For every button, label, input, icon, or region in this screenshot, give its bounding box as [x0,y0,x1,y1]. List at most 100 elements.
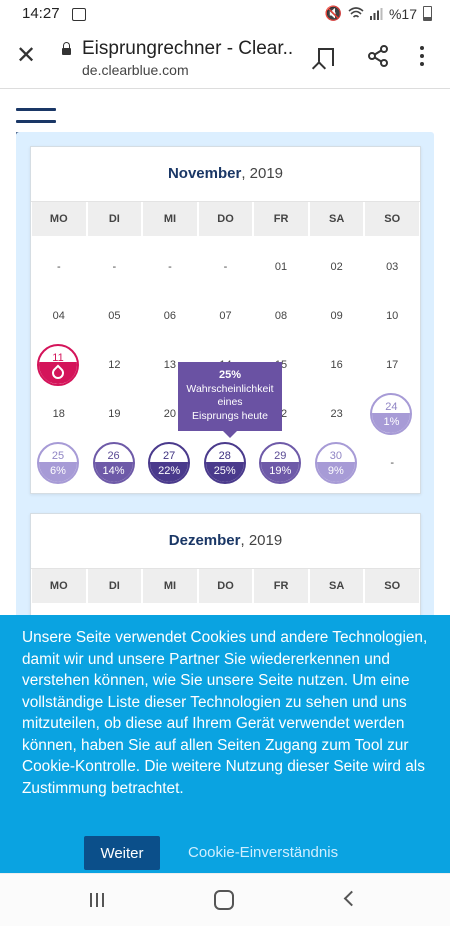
cookie-consent-link[interactable]: Cookie-Einverständnis [188,844,339,861]
day-cell[interactable]: 04 [31,291,87,340]
day-cell[interactable]: 19 [87,389,143,438]
day-cell[interactable]: 16 [309,340,365,389]
day-number: 20 [163,408,177,420]
weekday-di: DI [87,569,142,603]
day-cell[interactable]: 13 [142,340,198,389]
ovulation-probability: 6% [39,462,77,482]
day-number: - [56,261,61,273]
period-day-marker[interactable]: 11 [37,344,79,386]
day-number: 10 [386,310,399,322]
day-cell[interactable]: 29 19% [253,438,309,487]
day-cell: - [142,242,198,291]
day-number: 04 [52,310,65,322]
day-number: 11 [52,352,64,364]
signal-icon [369,7,383,20]
day-number: 29 [274,450,287,462]
battery-icon [423,6,432,21]
day-cell[interactable]: 09 [309,291,365,340]
day-cell[interactable]: 27 22% [142,438,198,487]
day-cell[interactable]: 07 [198,291,254,340]
day-cell: - [31,242,87,291]
continue-button[interactable]: Weiter [84,836,160,870]
day-cell[interactable]: 11 [31,340,87,389]
day-number: 03 [386,261,399,273]
day-number: 02 [330,261,343,273]
system-nav-bar [0,873,450,926]
month-year: , 2019 [240,532,283,549]
day-number: 13 [163,359,177,371]
home-icon[interactable] [214,890,234,910]
month-header: November, 2019 [31,147,420,202]
day-cell[interactable]: 30 9% [309,438,365,487]
day-cell[interactable]: 01 [253,242,309,291]
weekday-mo: MO [32,202,86,236]
day-number: 24 [385,401,398,413]
browser-toolbar: ✕ Eisprungrechner - Clear... de.clearblu… [0,28,450,89]
weekday-mi: MI [143,202,197,236]
calendar-december: Dezember, 2019 MO DI MI DO FR SA SO [30,513,421,635]
day-cell[interactable]: 24 1% [364,389,420,438]
page-title[interactable]: Eisprungrechner - Clear... [82,38,292,59]
more-menu-icon[interactable] [420,46,424,70]
day-cell[interactable]: 17 [364,340,420,389]
day-number: 18 [52,408,65,420]
fertile-day-marker[interactable]: 28 25% [203,442,246,484]
day-cell[interactable]: 12 [87,340,143,389]
day-cell[interactable]: 02 [309,242,365,291]
status-bar: 14:27 🔇 %17 [0,0,450,28]
day-cell: - [198,242,254,291]
weekday-sa: SA [309,202,364,236]
fertile-day-marker[interactable]: 26 14% [92,442,135,484]
day-cell[interactable]: 23 [309,389,365,438]
day-number: 25 [51,450,65,462]
page-url[interactable]: de.clearblue.com [82,62,189,78]
day-cell: - [87,242,143,291]
fertile-day-marker[interactable]: 25 6% [37,442,79,484]
day-number: 01 [274,261,288,273]
day-cell[interactable]: 03 [364,242,420,291]
day-number: - [168,261,172,273]
fertile-day-marker[interactable]: 24 1% [370,393,413,435]
fertile-day-marker[interactable]: 30 9% [314,442,357,484]
day-number: 26 [107,450,120,462]
weekday-so: SO [365,569,420,603]
weekday-mo: MO [32,569,86,603]
bookmark-icon[interactable] [318,48,334,66]
day-number: 05 [108,310,121,322]
day-cell[interactable]: 20 [142,389,198,438]
day-cell[interactable]: 18 [31,389,87,438]
status-icons: 🔇 %17 [325,5,432,22]
wifi-icon [348,7,364,18]
weekday-row: MO DI MI DO FR SA SO [31,202,420,236]
status-time: 14:27 [22,5,60,22]
month-year: , 2019 [241,165,284,182]
day-cell[interactable]: 28 25% [198,438,254,487]
day-number: - [390,457,395,469]
cookie-text: Unsere Seite verwendet Cookies und ander… [22,629,428,797]
weekday-fr: FR [254,569,308,603]
day-number: 28 [218,450,231,462]
day-cell[interactable]: 10 [364,291,420,340]
day-number: 27 [163,450,176,462]
share-icon[interactable] [366,44,390,68]
fertile-day-marker[interactable]: 29 19% [259,442,302,484]
day-number: 30 [329,450,342,462]
day-cell[interactable]: 08 [253,291,309,340]
day-number: 06 [163,310,177,322]
day-cell[interactable]: 26 14% [87,438,143,487]
day-cell[interactable]: 05 [87,291,143,340]
day-cell[interactable]: 25 6% [31,438,87,487]
recent-apps-icon[interactable] [90,893,108,907]
day-cell[interactable]: 06 [142,291,198,340]
day-number: 07 [219,310,232,322]
month-name: Dezember [168,532,241,549]
tooltip-line1: Wahrscheinlichkeit [186,382,274,395]
calendar-november: November, 2019 MO DI MI DO FR SA SO - - - -… [30,146,421,494]
back-icon[interactable] [343,890,360,907]
close-icon[interactable]: ✕ [16,42,37,69]
day-number: 19 [108,408,121,420]
ovulation-tooltip: 25% Wahrscheinlichkeit eines Eisprungs h… [178,362,282,438]
weekday-do: DO [198,569,253,603]
day-number: 17 [386,359,399,371]
fertile-day-marker[interactable]: 27 22% [148,442,191,484]
